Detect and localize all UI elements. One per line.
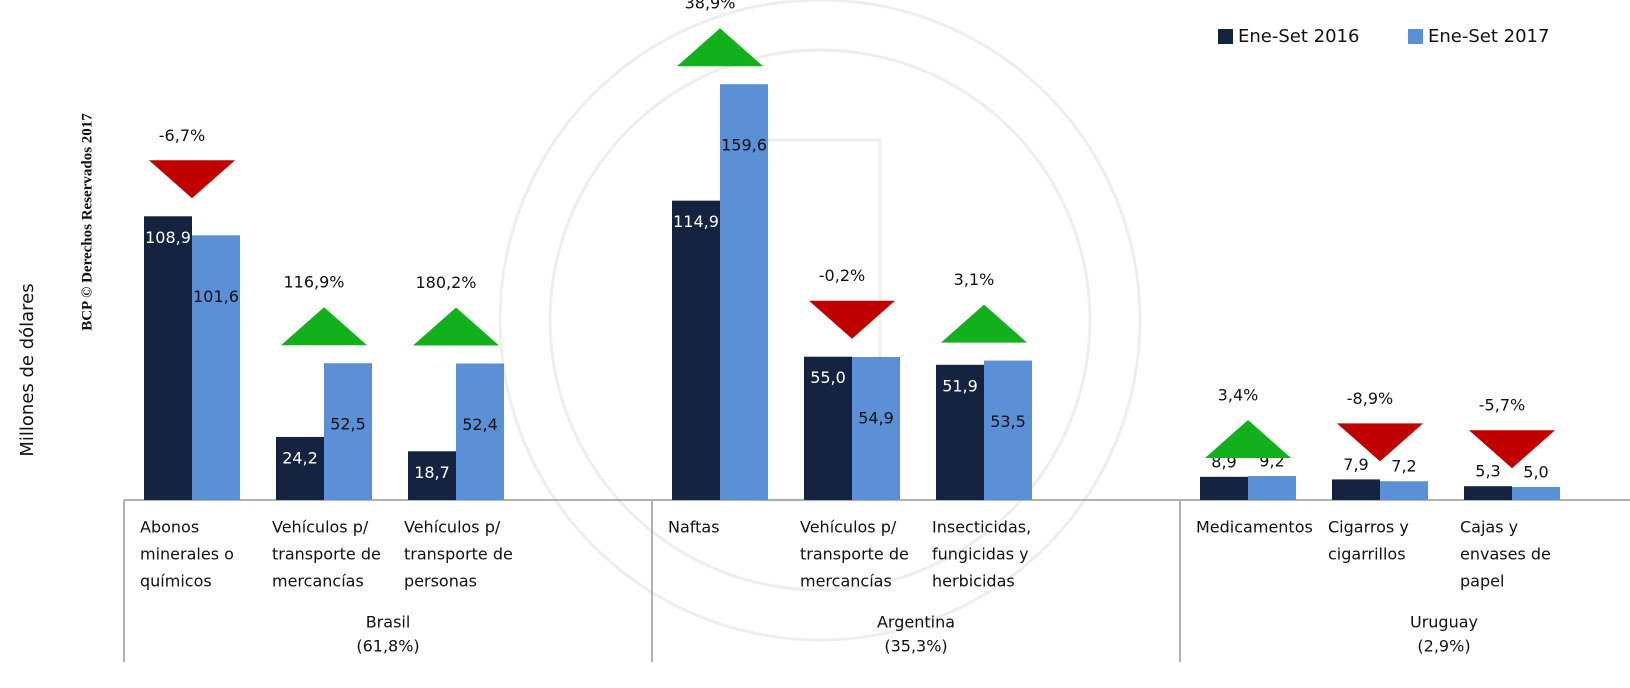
legend-label: Ene-Set 2016 [1238,26,1359,47]
change-label: 3,4% [1218,386,1259,405]
bar [1380,481,1428,500]
x-tick-label: químicos [140,572,212,591]
group-label: Argentina [877,613,955,632]
data-label: 52,5 [330,415,366,434]
up-arrow [1205,420,1291,459]
legend-label: Ene-Set 2017 [1428,26,1549,47]
legend-swatch [1218,29,1233,44]
data-label: 51,9 [942,376,978,395]
x-tick-label: Abonos [140,518,199,537]
data-label: 159,6 [721,136,767,155]
bar [672,200,720,500]
x-tick-label: envases de [1460,545,1551,564]
x-tick-label: Vehículos p/ [272,518,369,537]
x-tick-label: Cajas y [1460,518,1518,537]
group-label: Uruguay [1410,613,1478,632]
bar [720,84,768,500]
bar [1332,479,1380,500]
bar [1512,486,1560,500]
group-label: (2,9%) [1417,637,1470,656]
data-label: 7,9 [1343,455,1368,474]
x-tick-label: transporte de [800,545,909,564]
change-label: -5,7% [1479,396,1525,415]
down-arrow [1337,423,1423,462]
data-label: 101,6 [193,287,239,306]
x-tick-label: Vehículos p/ [404,518,501,537]
change-label: -6,7% [159,126,205,145]
change-label: -8,9% [1347,389,1393,408]
bar [1200,476,1248,500]
group-label: (35,3%) [884,637,947,656]
data-label: 5,0 [1523,462,1548,481]
data-label: 24,2 [282,448,318,467]
down-arrow [149,160,235,199]
x-tick-label: Vehículos p/ [800,518,897,537]
bar [1248,476,1296,500]
legend-swatch [1408,29,1423,44]
bar [984,360,1032,500]
change-label: 3,1% [954,270,995,289]
down-arrow [809,300,895,339]
bar [408,451,456,500]
data-label: 108,9 [145,228,191,247]
bar [276,436,324,500]
x-tick-label: cigarrillos [1328,545,1406,564]
x-tick-label: minerales o [140,545,234,564]
bar [1464,486,1512,500]
change-label: 180,2% [415,273,476,292]
bar [852,356,900,500]
group-label: Brasil [366,613,411,632]
data-label: 54,9 [858,408,894,427]
data-label: 55,0 [810,368,846,387]
bar [144,216,192,500]
data-label: 18,7 [414,463,450,482]
x-tick-label: mercancías [800,572,892,591]
x-tick-label: personas [404,572,477,591]
group-label: (61,8%) [356,637,419,656]
up-arrow [677,28,763,67]
data-label: 7,2 [1391,457,1416,476]
y-axis-label: Millones de dólares [17,283,38,456]
x-tick-label: mercancías [272,572,364,591]
x-tick-label: papel [1460,572,1504,591]
data-label: 53,5 [990,412,1026,431]
change-label: -0,2% [819,266,865,285]
x-tick-label: fungicidas y [932,545,1029,564]
bar [456,363,504,500]
bar [192,235,240,500]
x-tick-label: Naftas [668,518,720,537]
data-label: 5,3 [1475,462,1500,481]
x-tick-label: transporte de [272,545,381,564]
bar [936,364,984,500]
x-tick-label: Cigarros y [1328,518,1409,537]
data-label: 52,4 [462,415,498,434]
copyright: BCP © Derechos Reservados 2017 [79,113,95,331]
up-arrow [941,304,1027,343]
x-tick-label: transporte de [404,545,513,564]
bar [324,363,372,500]
up-arrow [281,307,367,346]
up-arrow [413,307,499,346]
data-label: 114,9 [673,212,719,231]
x-tick-label: herbicidas [932,572,1015,591]
x-tick-label: Insecticidas, [932,518,1031,537]
change-label: 116,9% [283,273,344,292]
x-tick-label: Medicamentos [1196,518,1313,537]
change-label: 38,9% [685,0,736,13]
bar [804,356,852,500]
down-arrow [1469,430,1555,469]
